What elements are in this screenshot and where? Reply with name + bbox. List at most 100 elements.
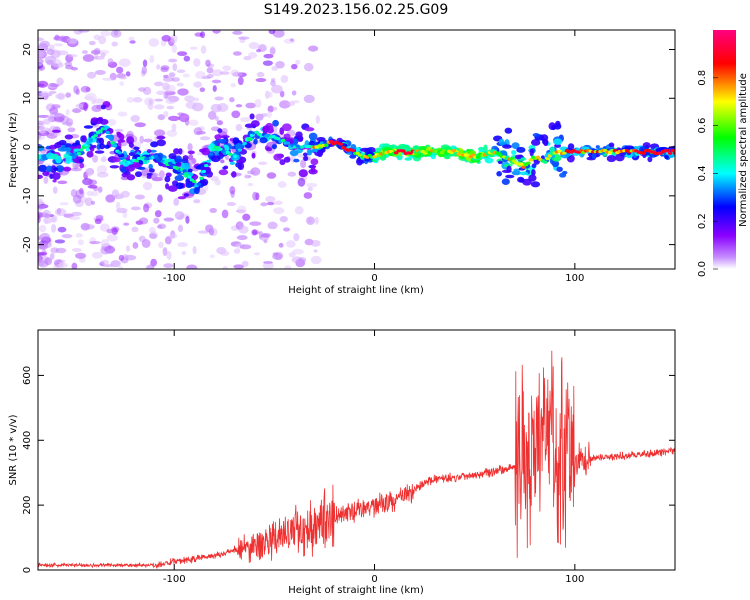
noise-blob bbox=[214, 96, 224, 101]
spectral-blob bbox=[126, 136, 135, 145]
noise-blob bbox=[176, 82, 184, 87]
spectral-blob bbox=[232, 137, 240, 144]
noise-blob bbox=[288, 252, 296, 258]
noise-blob bbox=[59, 202, 69, 206]
ridge-blob bbox=[324, 143, 329, 147]
noise-blob bbox=[85, 167, 93, 177]
noise-blob bbox=[275, 60, 285, 69]
noise-blob bbox=[100, 30, 111, 37]
noise-blob bbox=[315, 115, 320, 124]
spectral-blob bbox=[265, 147, 273, 152]
spectral-blob bbox=[304, 127, 315, 132]
noise-blob bbox=[111, 41, 118, 47]
ridge-blob bbox=[201, 169, 207, 174]
noise-blob bbox=[200, 31, 206, 39]
spectral-blob bbox=[529, 148, 534, 157]
noise-blob bbox=[86, 71, 97, 79]
noise-blob bbox=[247, 51, 258, 59]
noise-blob bbox=[153, 129, 166, 137]
noise-blob bbox=[186, 264, 198, 269]
noise-blob bbox=[94, 218, 102, 225]
noise-blob bbox=[143, 203, 150, 213]
ridge-blob bbox=[667, 151, 673, 155]
spectral-blob bbox=[302, 152, 308, 157]
spectral-blob bbox=[414, 145, 420, 151]
noise-blob bbox=[166, 250, 172, 260]
noise-blob bbox=[85, 87, 91, 92]
ridge-blob bbox=[237, 148, 243, 152]
noise-blob bbox=[308, 45, 319, 52]
noise-blob bbox=[237, 205, 247, 214]
noise-blob bbox=[221, 127, 228, 135]
noise-blob bbox=[93, 34, 101, 40]
noise-blob bbox=[56, 207, 62, 215]
noise-blob bbox=[132, 96, 143, 103]
noise-blob bbox=[297, 177, 306, 187]
noise-blob bbox=[97, 171, 109, 178]
ridge-blob bbox=[526, 161, 531, 165]
ridge-blob bbox=[235, 151, 240, 155]
noise-blob bbox=[293, 233, 300, 242]
spectral-blob bbox=[259, 137, 268, 144]
ridge-blob bbox=[562, 151, 567, 155]
spectral-blob bbox=[511, 170, 522, 176]
spectral-blob bbox=[46, 165, 53, 173]
noise-blob bbox=[200, 45, 207, 54]
noise-blob bbox=[232, 71, 243, 77]
noise-blob bbox=[39, 232, 51, 242]
ridge-blob bbox=[247, 137, 252, 141]
noise-blob bbox=[100, 52, 106, 58]
noise-blob bbox=[235, 123, 243, 132]
noise-blob bbox=[130, 206, 141, 211]
noise-blob bbox=[163, 93, 168, 100]
colorbar: 0.0 0.2 0.4 0.6 0.8 Normalized spectral ampl… bbox=[697, 30, 749, 277]
noise-blob bbox=[116, 192, 124, 198]
colorbar-gradient bbox=[713, 30, 736, 269]
noise-blob bbox=[239, 244, 252, 250]
spectral-blob bbox=[530, 139, 541, 146]
spectral-blob bbox=[65, 156, 72, 165]
spectral-blob bbox=[531, 169, 536, 176]
noise-blob bbox=[205, 59, 211, 67]
noise-blob bbox=[107, 118, 117, 126]
noise-blob bbox=[38, 251, 48, 256]
noise-blob bbox=[49, 83, 60, 88]
noise-blob bbox=[258, 161, 268, 166]
noise-blob bbox=[54, 239, 66, 244]
spectrogram-ytick-label: -20 bbox=[22, 236, 33, 252]
spectral-blob bbox=[606, 154, 617, 163]
noise-blob bbox=[115, 201, 121, 211]
noise-blob bbox=[189, 46, 198, 50]
spectral-blob bbox=[543, 139, 549, 147]
ridge-blob bbox=[276, 137, 281, 141]
noise-blob bbox=[97, 186, 103, 193]
ridge-blob bbox=[350, 148, 356, 153]
spectral-blob bbox=[250, 120, 260, 128]
noise-blob bbox=[192, 246, 197, 255]
ridge-blob bbox=[88, 138, 94, 142]
spectral-blob bbox=[178, 148, 183, 155]
noise-blob bbox=[310, 255, 322, 265]
spectral-blob bbox=[128, 152, 136, 157]
noise-blob bbox=[67, 37, 78, 44]
noise-blob bbox=[269, 47, 276, 55]
noise-blob bbox=[247, 182, 254, 187]
spectral-blob bbox=[99, 143, 106, 150]
noise-blob bbox=[244, 174, 249, 179]
ridge-blob bbox=[672, 151, 675, 155]
spectral-blob bbox=[200, 178, 209, 186]
noise-blob bbox=[255, 77, 267, 83]
spectral-blob bbox=[201, 147, 211, 156]
spectral-blob bbox=[647, 156, 653, 163]
spectral-blob bbox=[175, 182, 184, 190]
noise-blob bbox=[199, 87, 206, 93]
spectral-blob bbox=[52, 179, 57, 183]
noise-blob bbox=[61, 233, 73, 239]
noise-blob bbox=[272, 252, 279, 256]
noise-blob bbox=[118, 265, 123, 269]
spectral-blob bbox=[175, 155, 183, 163]
spectrogram-frame bbox=[37, 29, 676, 270]
noise-blob bbox=[264, 90, 271, 99]
spectral-blob bbox=[595, 145, 600, 149]
colorbar-label: Normalized spectral amplitude bbox=[738, 73, 749, 227]
